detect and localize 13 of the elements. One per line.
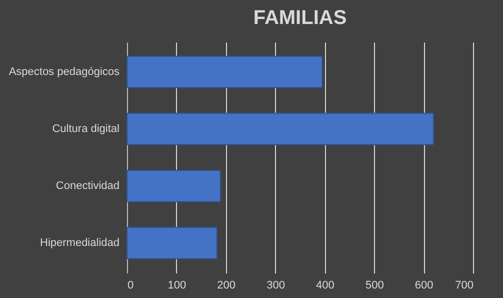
y-tick-label: Cultura digital bbox=[52, 122, 120, 135]
y-tick-label: Conectividad bbox=[56, 180, 120, 192]
chart-title: FAMILIAS bbox=[253, 7, 347, 29]
y-tick-label: Aspectos pedagógicos bbox=[8, 66, 120, 78]
x-tick-label: 500 bbox=[365, 280, 384, 292]
y-tick-label: Hipermedialidad bbox=[40, 237, 120, 250]
x-tick-label: 600 bbox=[414, 280, 434, 292]
x-tick-label: 300 bbox=[266, 280, 285, 292]
x-tick-label: 400 bbox=[316, 280, 334, 292]
x-tick-label: 0 bbox=[128, 280, 134, 292]
x-tick-label: 700 bbox=[455, 280, 474, 292]
x-tick-label: 100 bbox=[168, 280, 186, 292]
x-tick-label: 200 bbox=[217, 280, 236, 292]
